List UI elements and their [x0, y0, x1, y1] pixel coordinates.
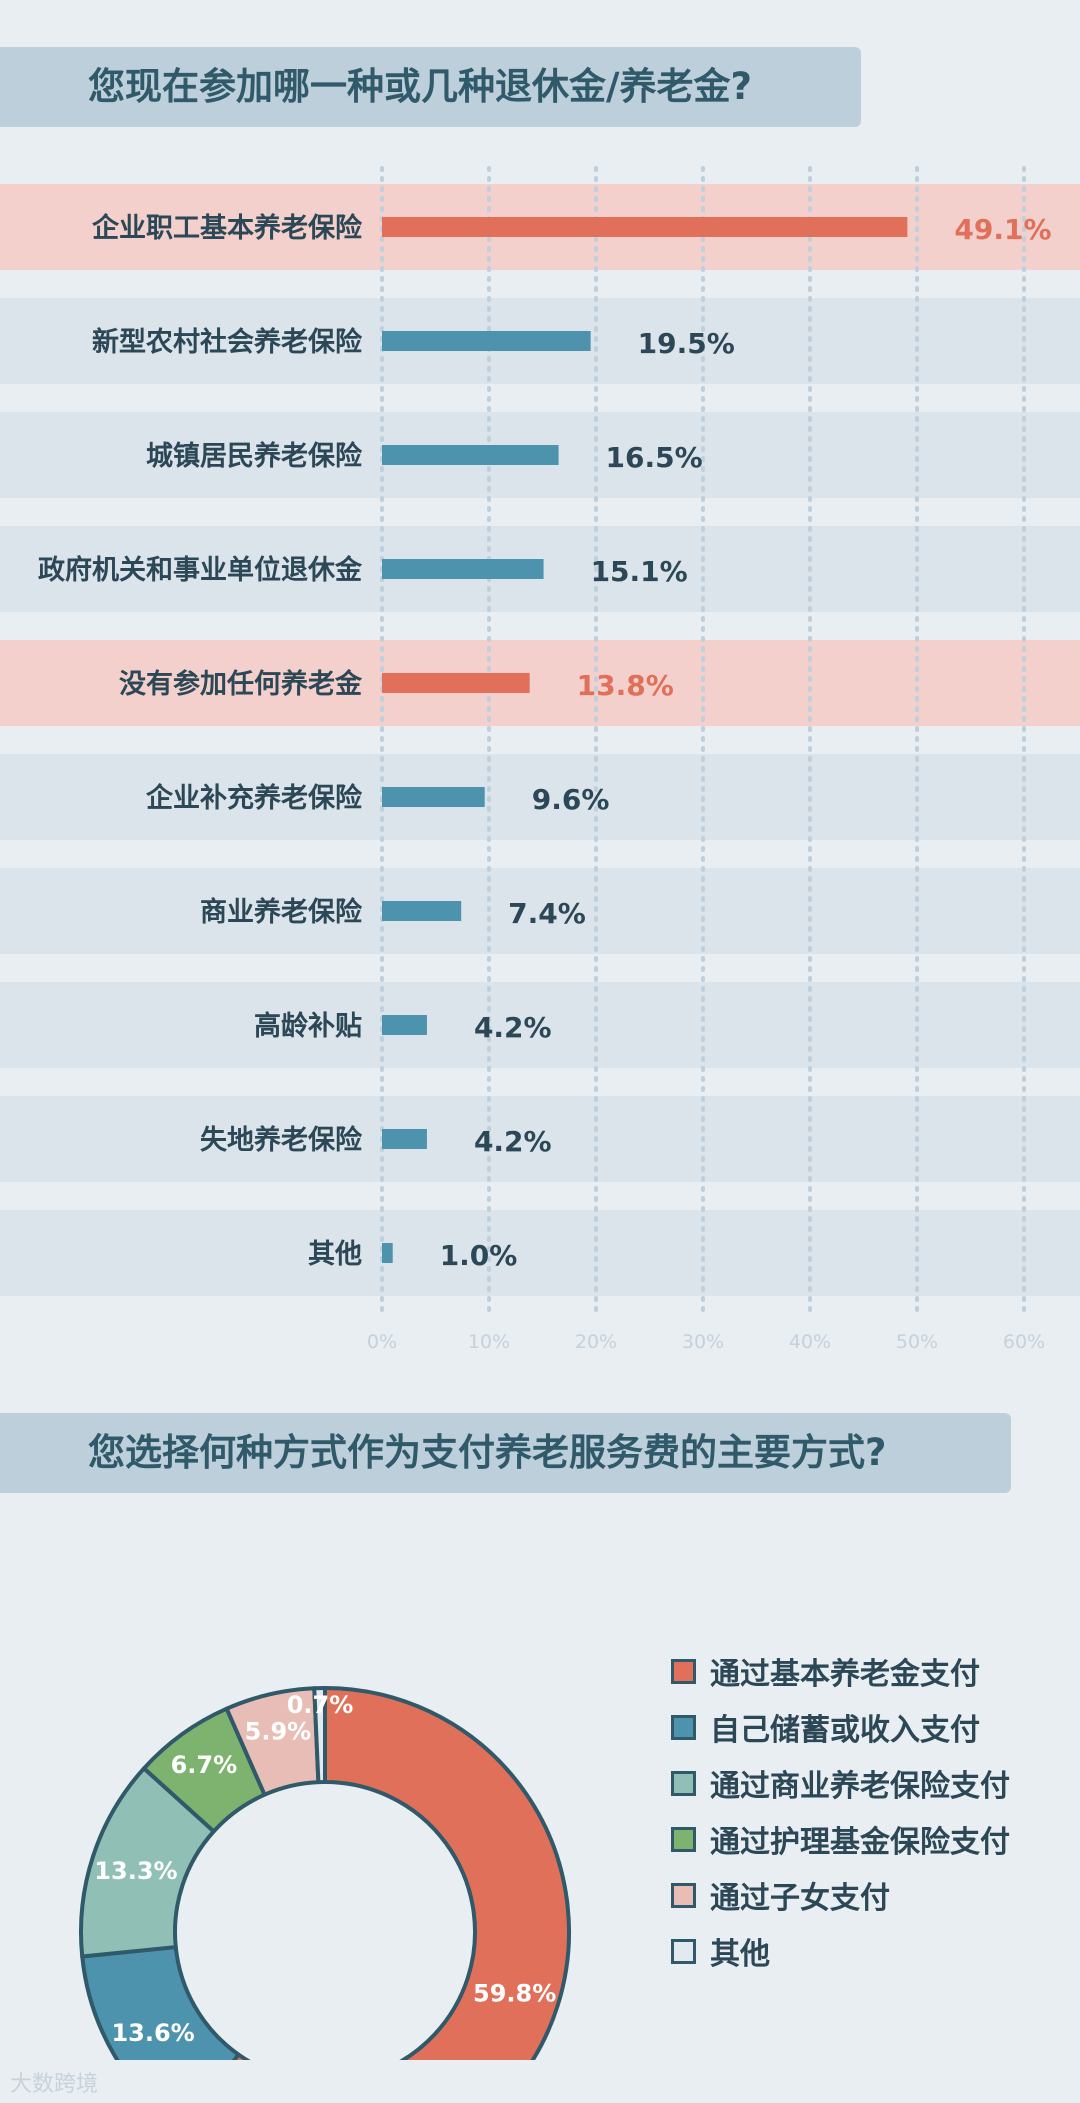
x-tick-label: 40% — [789, 1331, 831, 1353]
bar — [382, 1129, 427, 1149]
value-label: 4.2% — [474, 1125, 552, 1158]
value-label: 13.8% — [577, 669, 674, 702]
legend-label: 自己储蓄或收入支付 — [710, 1713, 980, 1748]
bar — [382, 1015, 427, 1035]
legend-swatch — [671, 1714, 696, 1740]
slice-value-label: 5.9% — [245, 1717, 312, 1745]
legend-item: 其他 — [671, 1923, 1010, 1979]
legend-item: 自己储蓄或收入支付 — [671, 1699, 1010, 1755]
category-label: 企业职工基本养老保险 — [92, 212, 363, 244]
value-label: 9.6% — [532, 783, 610, 816]
legend-swatch — [671, 1938, 696, 1964]
category-label: 高龄补贴 — [254, 1010, 362, 1042]
legend-swatch — [671, 1770, 696, 1796]
legend-label: 通过子女支付 — [710, 1881, 890, 1916]
category-label: 政府机关和事业单位退休金 — [38, 554, 363, 586]
x-tick-label: 60% — [1003, 1331, 1045, 1353]
x-tick-label: 30% — [682, 1331, 724, 1353]
bar — [382, 673, 530, 693]
bar-chart: 0% 10% 20% 30% 40% 50% 60% 企业职工基本养老保险 49.1% 新型农村社… — [0, 166, 1080, 1353]
row-band — [0, 1096, 1080, 1182]
legend-item: 通过护理基金保险支付 — [671, 1811, 1010, 1867]
value-label: 16.5% — [606, 441, 703, 474]
bar — [382, 787, 485, 807]
legend-label: 通过护理基金保险支付 — [710, 1825, 1010, 1860]
legend-item: 通过商业养老保险支付 — [671, 1755, 1010, 1811]
category-label: 其他 — [308, 1239, 362, 1270]
value-label: 1.0% — [440, 1239, 518, 1272]
donut-legend: 通过基本养老金支付 自己储蓄或收入支付 通过商业养老保险支付 通过护理基金保险支付 通过… — [671, 1643, 1010, 1979]
legend-item: 通过子女支付 — [671, 1867, 1010, 1923]
legend-swatch — [671, 1826, 696, 1852]
category-label: 失地养老保险 — [200, 1124, 363, 1156]
donut-chart: 59.8% 13.6% 13.3% 6.7%5.9%0.7% — [79, 1686, 571, 2060]
bar-chart-title: 您现在参加哪一种或几种退休金/养老金? — [0, 47, 861, 127]
donut-chart-title: 您选择何种方式作为支付养老服务费的主要方式? — [0, 1413, 1011, 1493]
slice-value-label: 13.3% — [94, 1857, 177, 1885]
legend-item: 通过基本养老金支付 — [671, 1643, 1010, 1699]
category-label: 城镇居民养老保险 — [146, 440, 363, 472]
value-label: 49.1% — [954, 213, 1051, 246]
bar — [382, 445, 559, 465]
bar — [382, 901, 462, 921]
value-label: 15.1% — [591, 555, 688, 588]
legend-label: 其他 — [710, 1937, 770, 1972]
slice-value-label: 59.8% — [473, 1979, 556, 2007]
x-tick-label: 20% — [575, 1331, 617, 1353]
slice-value-label: 13.6% — [111, 2019, 194, 2047]
bar — [382, 559, 544, 579]
x-tick-label: 10% — [468, 1331, 510, 1353]
x-tick-label: 50% — [896, 1331, 938, 1353]
category-label: 新型农村社会养老保险 — [92, 326, 363, 358]
category-label: 没有参加任何养老金 — [119, 668, 363, 700]
row-band — [0, 1210, 1080, 1296]
row-band — [0, 868, 1080, 954]
row-band — [0, 754, 1080, 840]
value-label: 19.5% — [638, 327, 735, 360]
slice-value-label: 6.7% — [171, 1751, 238, 1779]
row-band — [0, 982, 1080, 1068]
legend-label: 通过基本养老金支付 — [710, 1657, 980, 1692]
category-label: 商业养老保险 — [200, 896, 363, 928]
bar — [382, 331, 591, 351]
slice-value-label: 0.7% — [287, 1691, 354, 1719]
donut-slice — [231, 1686, 571, 2060]
legend-label: 通过商业养老保险支付 — [710, 1769, 1010, 1804]
legend-swatch — [671, 1658, 696, 1684]
legend-swatch — [671, 1882, 696, 1908]
row-band — [0, 640, 1080, 726]
value-label: 7.4% — [508, 897, 586, 930]
value-label: 4.2% — [474, 1011, 552, 1044]
watermark: 大数跨境 — [10, 2072, 99, 2097]
bar — [382, 217, 908, 237]
category-label: 企业补充养老保险 — [146, 782, 363, 814]
bar — [382, 1243, 393, 1263]
donut-slice — [312, 1686, 327, 1785]
x-tick-label: 0% — [367, 1331, 397, 1353]
